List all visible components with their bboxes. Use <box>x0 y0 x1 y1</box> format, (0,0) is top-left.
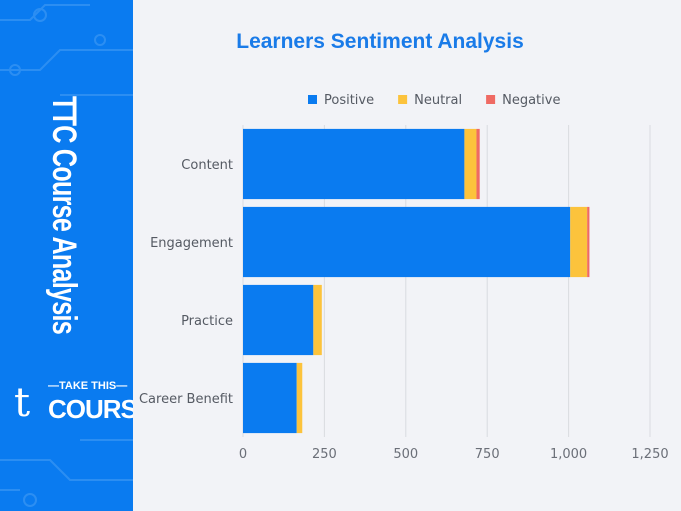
bar-positive-career-benefit <box>243 362 297 434</box>
logo-line1: —TAKE THIS— <box>48 380 128 392</box>
category-label: Career Benefit <box>139 392 233 407</box>
bar-positive-content <box>243 128 465 200</box>
x-tick-label: 1,250 <box>631 447 668 462</box>
legend-swatch-neutral <box>398 95 408 104</box>
legend-label-neutral: Neutral <box>414 93 462 108</box>
x-tick-label: 750 <box>475 447 500 462</box>
bar-neutral-practice <box>313 284 322 356</box>
x-tick-label: 250 <box>312 447 337 462</box>
category-label: Engagement <box>150 236 233 251</box>
bars <box>243 128 590 434</box>
chart-title: Learners Sentiment Analysis <box>236 30 524 53</box>
labels: 0 250 500 750 1,000 1,250 Content Engagement Pra… <box>139 158 669 462</box>
sidebar-panel: TTC Course Analysis t —TAKE THIS— COURSE <box>0 0 133 511</box>
legend: Positive Neutral Negative <box>308 93 560 108</box>
logo-line2: COURSE <box>48 394 133 424</box>
logo-mark: t <box>14 380 31 426</box>
legend-label-negative: Negative <box>502 93 560 108</box>
legend-swatch-positive <box>308 95 317 104</box>
bar-neutral-engagement <box>570 206 588 278</box>
x-tick-label: 0 <box>239 447 247 462</box>
circuit-pattern <box>0 4 133 507</box>
bar-negative-engagement <box>587 206 590 278</box>
legend-swatch-negative <box>486 95 496 104</box>
sidebar-title: TTC Course Analysis <box>45 95 83 335</box>
category-label: Practice <box>181 314 233 329</box>
x-tick-label: 500 <box>393 447 418 462</box>
category-label: Content <box>181 158 233 173</box>
chart: Learners Sentiment Analysis Positive Neut… <box>139 30 669 462</box>
bar-neutral-career-benefit <box>296 362 303 434</box>
bar-neutral-content <box>464 128 477 200</box>
bar-positive-practice <box>243 284 314 356</box>
take-this-course-logo: t —TAKE THIS— COURSE <box>14 380 133 430</box>
bar-positive-engagement <box>243 206 571 278</box>
legend-label-positive: Positive <box>324 93 374 108</box>
x-tick-label: 1,000 <box>550 447 587 462</box>
bar-negative-content <box>476 128 480 200</box>
